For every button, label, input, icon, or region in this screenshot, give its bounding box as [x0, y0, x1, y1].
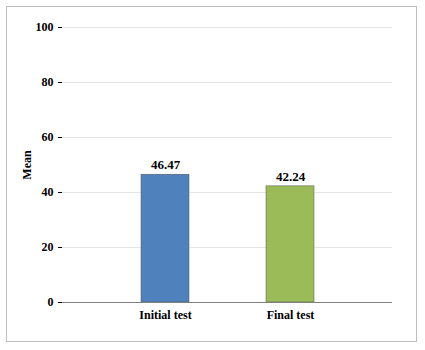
- svg-text:100: 100: [36, 20, 54, 34]
- svg-text:60: 60: [42, 130, 54, 144]
- svg-text:Initial test: Initial test: [139, 308, 191, 322]
- svg-text:Final test: Final test: [267, 308, 315, 322]
- svg-text:40: 40: [42, 185, 54, 199]
- svg-text:42.24: 42.24: [276, 169, 306, 184]
- svg-text:46.47: 46.47: [151, 157, 181, 172]
- svg-text:20: 20: [42, 240, 54, 254]
- svg-text:Mean: Mean: [20, 150, 34, 180]
- svg-text:0: 0: [48, 295, 54, 309]
- svg-text:80: 80: [42, 75, 54, 89]
